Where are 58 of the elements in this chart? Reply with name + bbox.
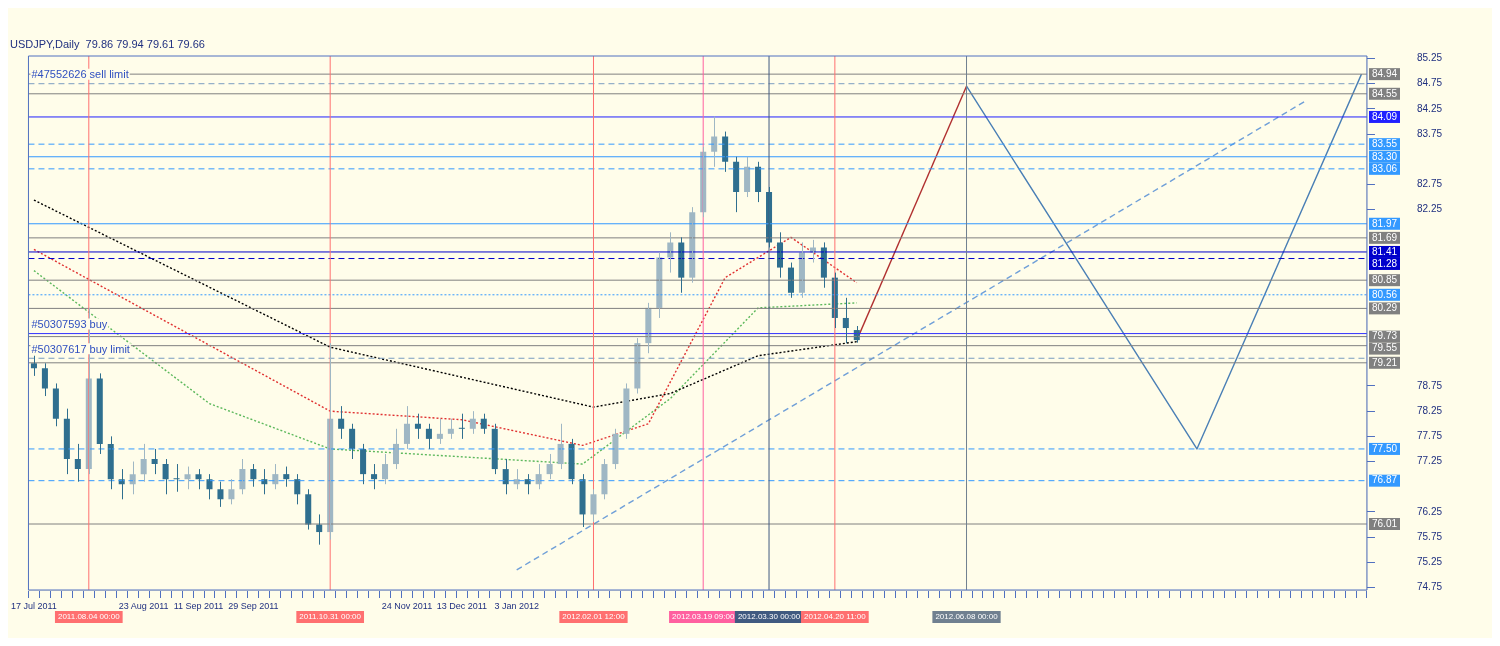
y-tick-label: 75.25 [1416,556,1443,568]
y-tick-label: 82.25 [1416,203,1443,215]
annotation: #50307593 buy [31,318,108,331]
ref-line-label: 79.73 [1371,330,1398,342]
y-tick-label: 77.75 [1416,430,1443,442]
candlestick [590,488,597,523]
ref-line-label: 83.30 [1371,150,1398,162]
x-tick-label: 2012.04.20 11:00 [804,612,867,622]
x-tick-label: 3 Jan 2012 [494,600,539,611]
ref-line-label: 83.55 [1371,137,1398,149]
x-tick-label: 2012.03.19 09:00 [672,612,735,622]
ref-line-label: 84.94 [1371,67,1398,79]
candlestick [579,473,586,528]
y-tick-label: 76.25 [1416,505,1443,517]
x-tick-label: 2012.03.30 00:00 [737,612,801,622]
ref-line-label: 76.87 [1371,474,1398,486]
annotation: #47552626 sell limit [31,68,129,81]
chart-title: USDJPY,Daily 79.86 79.94 79.61 79.66 [10,38,205,51]
x-tick-label: 23 Aug 2011 [118,600,169,611]
x-tick-label: 2012.06.08 00:00 [935,612,999,622]
ref-line-label: 83.06 [1371,162,1398,174]
x-tick-label: 17 Jul 2011 [11,600,57,611]
candlestick [206,473,213,500]
y-tick-label: 78.25 [1416,404,1443,416]
y-tick-label: 82.75 [1416,178,1443,190]
ref-line-label: 79.55 [1371,342,1398,354]
ref-line-label: 84.09 [1371,110,1398,122]
y-tick-label: 84.25 [1416,102,1443,114]
line-series [33,269,858,465]
y-tick-label: 74.75 [1416,581,1443,593]
ref-line-label: 77.50 [1371,442,1398,454]
ref-line-label: 80.29 [1371,302,1398,314]
ref-line-label: 80.56 [1371,288,1398,300]
x-tick-label: 24 Nov 2011 [381,600,433,611]
ref-line-label: 80.85 [1371,273,1398,285]
y-tick-label: 84.75 [1416,77,1443,89]
ref-line-label: 81.97 [1371,217,1398,229]
y-tick-label: 85.25 [1416,52,1443,64]
y-tick-label: 75.75 [1416,530,1443,542]
ref-line-label: 81.28 [1371,257,1398,269]
x-tick-label: 29 Sep 2011 [228,600,279,611]
ref-line-label: 81.41 [1371,245,1398,257]
x-tick-label: 11 Sep 2011 [173,600,224,611]
y-tick-label: 83.75 [1416,127,1443,139]
annotation: #50307617 buy limit [31,342,130,355]
ref-line-label: 81.69 [1371,231,1398,243]
x-tick-label: 2011.10.31 00:00 [299,612,362,622]
ref-line-label: 76.01 [1371,517,1398,529]
y-tick-label: 77.25 [1416,455,1443,467]
line-series [33,236,858,447]
x-tick-label: 2012.02.01 12:00 [562,612,626,622]
x-tick-label: 13 Dec 2011 [436,600,488,611]
x-tick-label: 2011.08.04 00:00 [57,612,121,622]
ref-line-label: 84.55 [1371,87,1398,99]
ref-line-label: 79.21 [1371,356,1398,368]
y-tick-label: 78.75 [1416,379,1443,391]
line-series [33,199,858,408]
candlestick [195,468,202,490]
